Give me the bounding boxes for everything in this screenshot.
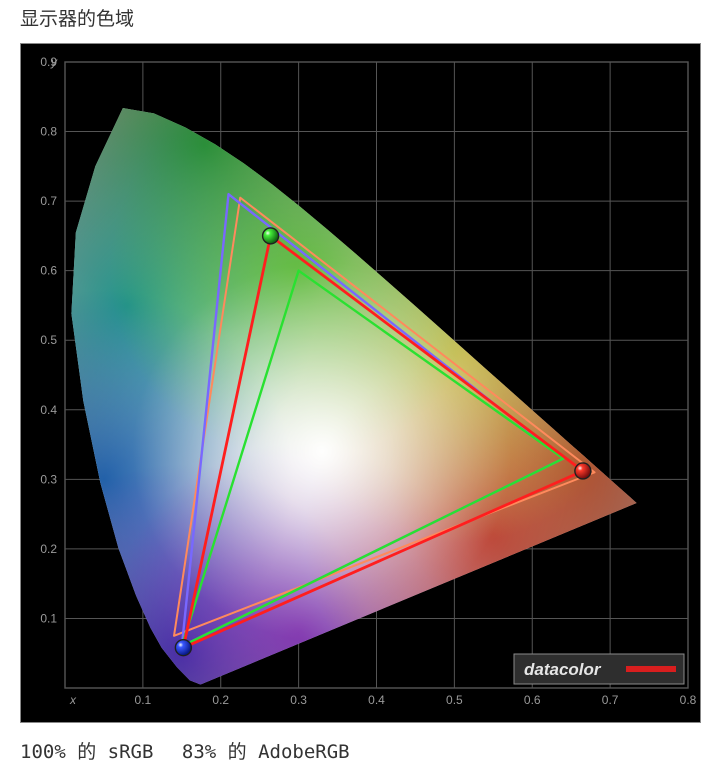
- svg-text:0.8: 0.8: [680, 693, 697, 707]
- svg-text:0.6: 0.6: [40, 264, 57, 278]
- svg-text:0.1: 0.1: [135, 693, 152, 707]
- watermark: datacolor: [514, 654, 684, 684]
- svg-text:0.7: 0.7: [602, 693, 619, 707]
- svg-text:x: x: [69, 693, 77, 707]
- caption: 100% 的 sRGB 83% 的 AdobeRGB: [20, 737, 699, 764]
- svg-text:0.5: 0.5: [40, 333, 57, 347]
- svg-text:0.5: 0.5: [446, 693, 463, 707]
- caption-adobergb: 83% 的 AdobeRGB: [182, 741, 350, 763]
- page-title: 显示器的色域: [20, 4, 699, 31]
- caption-srgb: 100% 的 sRGB: [20, 741, 153, 763]
- svg-text:0.7: 0.7: [40, 194, 57, 208]
- svg-text:0.3: 0.3: [290, 693, 307, 707]
- gamut-chart: 0.1 0.2 0.3 0.4 0.5 0.6 0.7 0.8 0.1 0.2 0.3 0.4 0.5 0…: [20, 43, 701, 723]
- svg-text:y: y: [50, 55, 58, 69]
- svg-text:0.8: 0.8: [40, 125, 57, 139]
- svg-text:0.1: 0.1: [40, 611, 57, 625]
- svg-text:datacolor: datacolor: [524, 660, 602, 679]
- svg-text:0.2: 0.2: [40, 542, 57, 556]
- svg-text:0.2: 0.2: [212, 693, 229, 707]
- svg-text:0.3: 0.3: [40, 472, 57, 486]
- svg-text:0.4: 0.4: [368, 693, 385, 707]
- svg-text:0.6: 0.6: [524, 693, 541, 707]
- svg-text:0.4: 0.4: [40, 403, 57, 417]
